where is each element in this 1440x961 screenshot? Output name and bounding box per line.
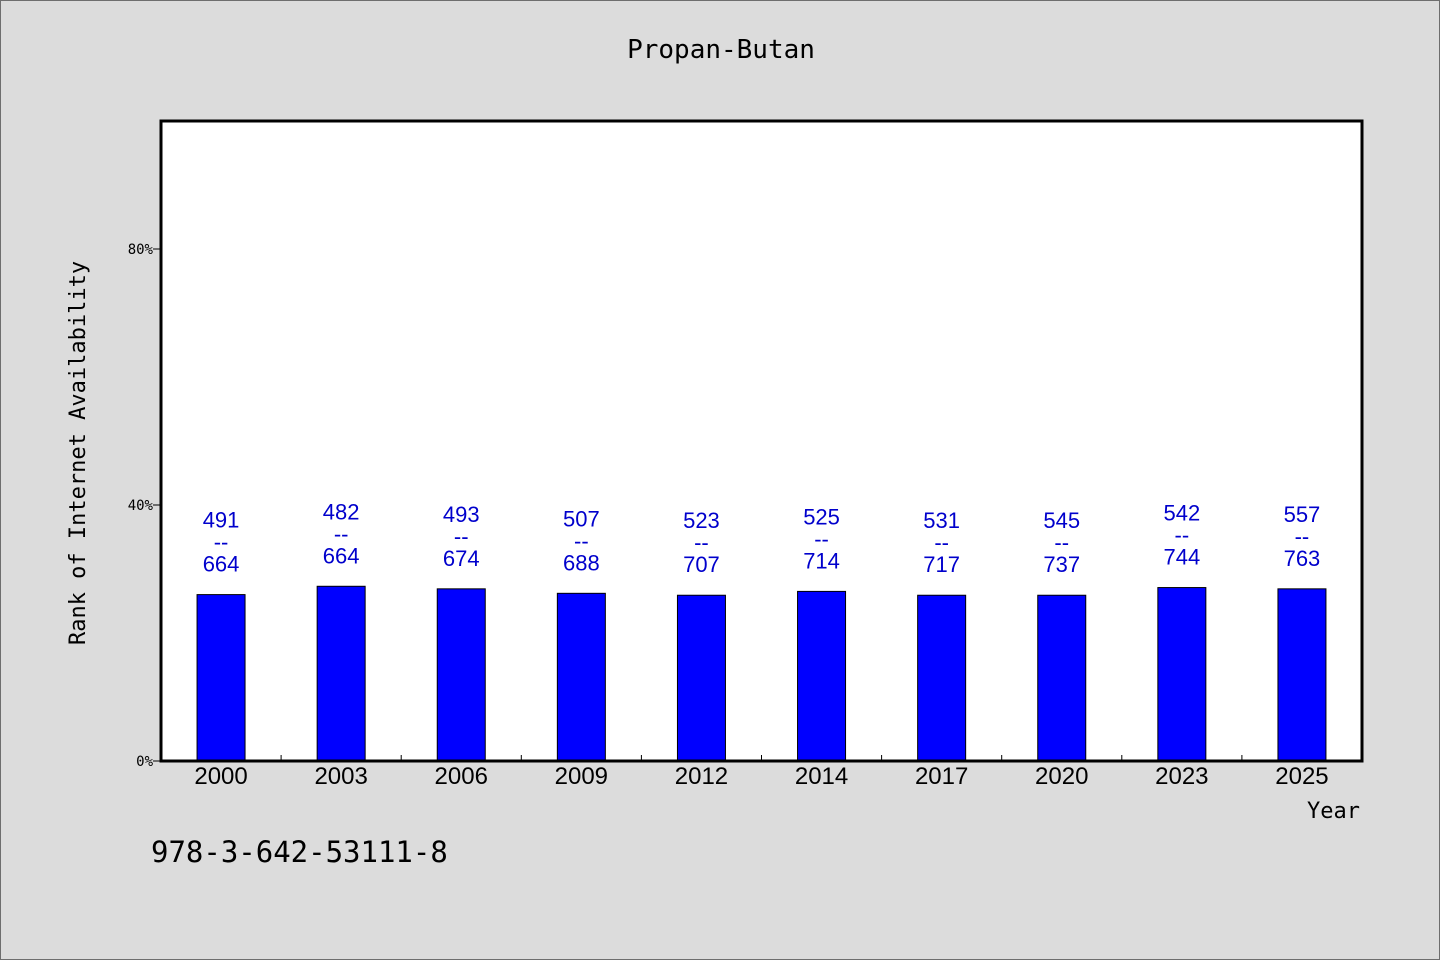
bar-label-separator: -- bbox=[454, 524, 469, 549]
bar bbox=[1037, 594, 1087, 762]
bar-label-bottom: 674 bbox=[443, 546, 480, 571]
x-axis-title: Year bbox=[1307, 799, 1360, 824]
bar bbox=[196, 594, 246, 762]
x-tick-label: 2009 bbox=[555, 763, 608, 790]
bar-label-bottom: 664 bbox=[323, 543, 360, 568]
bar bbox=[556, 592, 606, 762]
bar bbox=[917, 594, 967, 762]
bar-label-bottom: 707 bbox=[683, 552, 720, 577]
x-tick-label: 2023 bbox=[1155, 763, 1208, 790]
bar bbox=[316, 585, 366, 762]
x-tick-label: 2014 bbox=[795, 763, 848, 790]
y-tick-label: 40% bbox=[128, 498, 154, 514]
bar-label-bottom: 714 bbox=[803, 548, 840, 573]
bar bbox=[797, 590, 847, 762]
bar-label-bottom: 763 bbox=[1284, 546, 1321, 571]
isbn-footer: 978-3-642-53111-8 bbox=[151, 835, 448, 869]
x-tick-label: 2012 bbox=[675, 763, 728, 790]
bar-label-top: 482 bbox=[323, 499, 360, 524]
bar bbox=[1157, 587, 1207, 762]
bar-label-separator: -- bbox=[574, 528, 589, 553]
x-tick-label: 2003 bbox=[314, 763, 367, 790]
bar-label-separator: -- bbox=[1175, 523, 1190, 548]
bar-label-separator: -- bbox=[334, 521, 349, 546]
bar-label-top: 525 bbox=[803, 504, 840, 529]
bar-label-bottom: 664 bbox=[203, 552, 240, 577]
bar-label-bottom: 717 bbox=[923, 552, 960, 577]
x-tick-label: 2025 bbox=[1275, 763, 1328, 790]
bar-label-bottom: 744 bbox=[1163, 545, 1200, 570]
plot-border bbox=[159, 119, 1364, 763]
bar-label-top: 491 bbox=[203, 508, 240, 533]
bar bbox=[676, 594, 726, 762]
bar-label-separator: -- bbox=[1054, 530, 1069, 555]
x-tick-label: 2006 bbox=[435, 763, 488, 790]
bar-label-top: 545 bbox=[1043, 508, 1080, 533]
bar-label-bottom: 737 bbox=[1043, 552, 1080, 577]
x-tick-label: 2017 bbox=[915, 763, 968, 790]
bar-label-separator: -- bbox=[934, 530, 949, 555]
bar-label-top: 523 bbox=[683, 508, 720, 533]
bar-label-bottom: 688 bbox=[563, 550, 600, 575]
bar bbox=[1277, 588, 1327, 762]
bar-label-top: 531 bbox=[923, 508, 960, 533]
bar bbox=[436, 588, 486, 762]
y-tick-label: 80% bbox=[128, 242, 154, 258]
bar-label-separator: -- bbox=[214, 530, 229, 555]
y-tick-label: 0% bbox=[136, 754, 153, 770]
x-tick-label: 2000 bbox=[194, 763, 247, 790]
bar-label-separator: -- bbox=[694, 530, 709, 555]
bar-label-top: 542 bbox=[1163, 501, 1200, 526]
x-tick-label: 2020 bbox=[1035, 763, 1088, 790]
chart-title: Propan-Butan bbox=[627, 35, 815, 65]
bar-label-separator: -- bbox=[814, 526, 829, 551]
bar-label-top: 507 bbox=[563, 506, 600, 531]
y-axis-title: Rank of Internet Availability bbox=[66, 261, 91, 645]
bar-label-separator: -- bbox=[1295, 524, 1310, 549]
bar-label-top: 493 bbox=[443, 502, 480, 527]
bar-label-top: 557 bbox=[1284, 502, 1321, 527]
